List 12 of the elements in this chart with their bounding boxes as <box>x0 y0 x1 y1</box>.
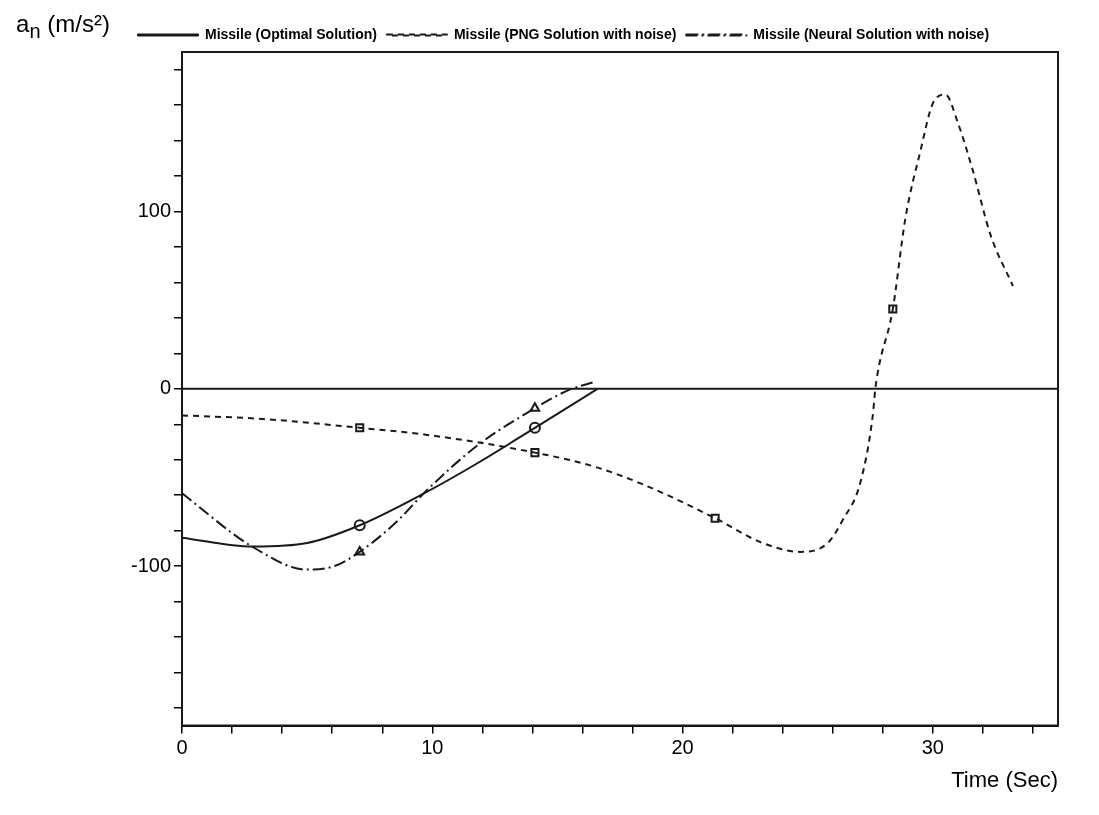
y-tick-label: 0 <box>159 376 172 399</box>
x-tick-label: 20 <box>671 736 694 759</box>
legend-label: Missile (PNG Solution with noise) <box>453 25 677 42</box>
y-axis-title: a$_{n}$ (m/s²) <box>15 9 111 44</box>
y-tick-label: -100 <box>131 553 172 576</box>
y-tick-label: 100 <box>137 199 172 222</box>
x-tick-label: 0 <box>176 736 188 759</box>
x-tick-label: 10 <box>421 736 444 759</box>
legend-label: Missile (Neural Solution with noise) <box>753 25 990 42</box>
legend-label: Missile (Optimal Solution) <box>205 25 377 42</box>
x-axis-title: Time (Sec) <box>951 766 1058 792</box>
x-tick-label: 30 <box>921 736 944 759</box>
